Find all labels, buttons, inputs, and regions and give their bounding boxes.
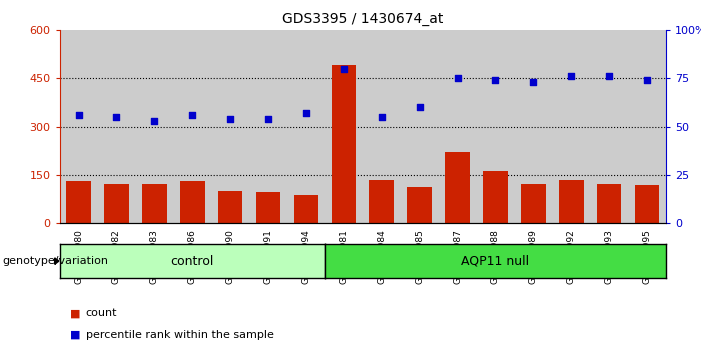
Title: GDS3395 / 1430674_at: GDS3395 / 1430674_at: [282, 12, 444, 26]
Bar: [218, 191, 243, 223]
Text: count: count: [86, 308, 117, 318]
Point: [300, 110, 311, 116]
Bar: [559, 180, 583, 223]
Point: [262, 116, 273, 122]
Bar: [142, 184, 167, 223]
Point: [73, 112, 84, 118]
Point: [452, 75, 463, 81]
Bar: [445, 152, 470, 223]
Point: [414, 104, 426, 110]
Bar: [104, 184, 129, 223]
Text: genotype/variation: genotype/variation: [2, 256, 108, 266]
Bar: [597, 184, 621, 223]
Text: ■: ■: [70, 308, 81, 318]
Point: [338, 66, 349, 72]
Text: AQP11 null: AQP11 null: [461, 255, 529, 268]
Bar: [294, 195, 318, 223]
Bar: [634, 185, 660, 223]
Point: [224, 116, 236, 122]
Point: [186, 112, 198, 118]
Point: [566, 74, 577, 79]
Point: [490, 78, 501, 83]
Point: [604, 74, 615, 79]
Bar: [332, 65, 356, 223]
Point: [111, 114, 122, 120]
Bar: [256, 192, 280, 223]
Text: percentile rank within the sample: percentile rank within the sample: [86, 330, 273, 339]
Bar: [483, 171, 508, 223]
Bar: [66, 181, 91, 223]
Bar: [521, 184, 545, 223]
Text: control: control: [170, 255, 214, 268]
Bar: [407, 187, 432, 223]
Point: [376, 114, 388, 120]
Bar: [369, 180, 394, 223]
Bar: [180, 181, 205, 223]
Point: [641, 78, 653, 83]
Text: ■: ■: [70, 330, 81, 339]
Point: [528, 79, 539, 85]
Point: [149, 118, 160, 124]
